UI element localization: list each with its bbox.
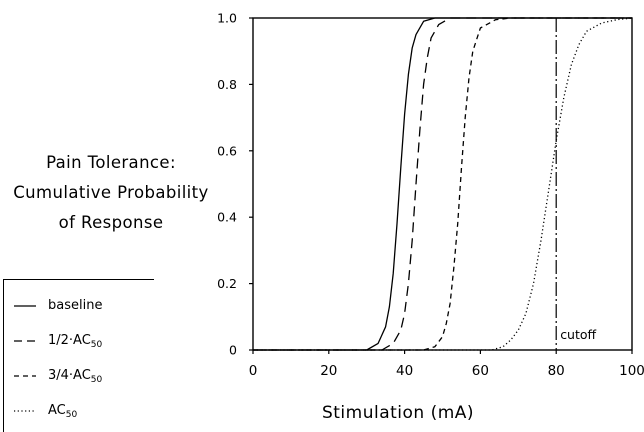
y-axis-label: Pain Tolerance: Cumulative Probability o… <box>0 148 222 238</box>
annotations: cutoff <box>555 18 597 350</box>
x-axis: 0 20 40 60 80 100 <box>249 350 644 379</box>
series-line-long-dash <box>253 17 632 351</box>
x-tick-label: 0 <box>249 363 258 379</box>
series-line-solid <box>253 17 632 351</box>
y-axis: 0 0.2 0.4 0.6 0.8 1.0 <box>217 11 253 358</box>
x-tick-label: 60 <box>472 363 489 379</box>
plot-area <box>252 17 633 351</box>
y-tick-label: 0 <box>229 343 237 358</box>
y-tick-label: 0.2 <box>217 276 237 291</box>
y-tick-label: 1.0 <box>217 11 237 26</box>
series-group <box>253 17 633 351</box>
y-axis-label-line-2: Cumulative Probability <box>13 183 209 202</box>
plot-frame <box>252 17 633 351</box>
x-axis-label: Stimulation (mA) <box>322 403 474 423</box>
legend-item-baseline: baseline <box>14 296 102 316</box>
x-tick-label: 100 <box>619 363 644 379</box>
legend-swatch-solid <box>14 305 36 307</box>
legend-swatch-short-dash <box>14 375 36 377</box>
legend-swatch-long-dash <box>14 340 36 342</box>
legend-item-half-ac50: 1/2·AC50 <box>14 331 102 351</box>
legend: baseline 1/2·AC50 3/4·AC50 AC50 <box>3 279 154 432</box>
y-tick-label: 0.6 <box>217 143 237 158</box>
y-axis-label-line-1: Pain Tolerance: <box>46 153 176 172</box>
legend-label: AC50 <box>48 402 78 420</box>
legend-swatch-dotted <box>14 410 36 412</box>
x-tick-label: 40 <box>396 363 413 379</box>
legend-label: 1/2·AC50 <box>48 332 103 350</box>
legend-item-three-quarter-ac50: 3/4·AC50 <box>14 366 102 386</box>
y-tick-label: 0.4 <box>217 210 237 225</box>
legend-label: baseline <box>48 297 103 313</box>
legend-item-ac50: AC50 <box>14 401 77 421</box>
legend-label: 3/4·AC50 <box>48 367 103 385</box>
cutoff-label: cutoff <box>560 327 596 342</box>
series-line-dotted <box>253 17 633 351</box>
y-tick-label: 0.8 <box>217 77 237 92</box>
series-line-short-dash <box>253 17 632 351</box>
x-tick-label: 80 <box>548 363 565 379</box>
x-tick-label: 20 <box>320 363 337 379</box>
y-axis-label-line-3: of Response <box>58 213 164 232</box>
